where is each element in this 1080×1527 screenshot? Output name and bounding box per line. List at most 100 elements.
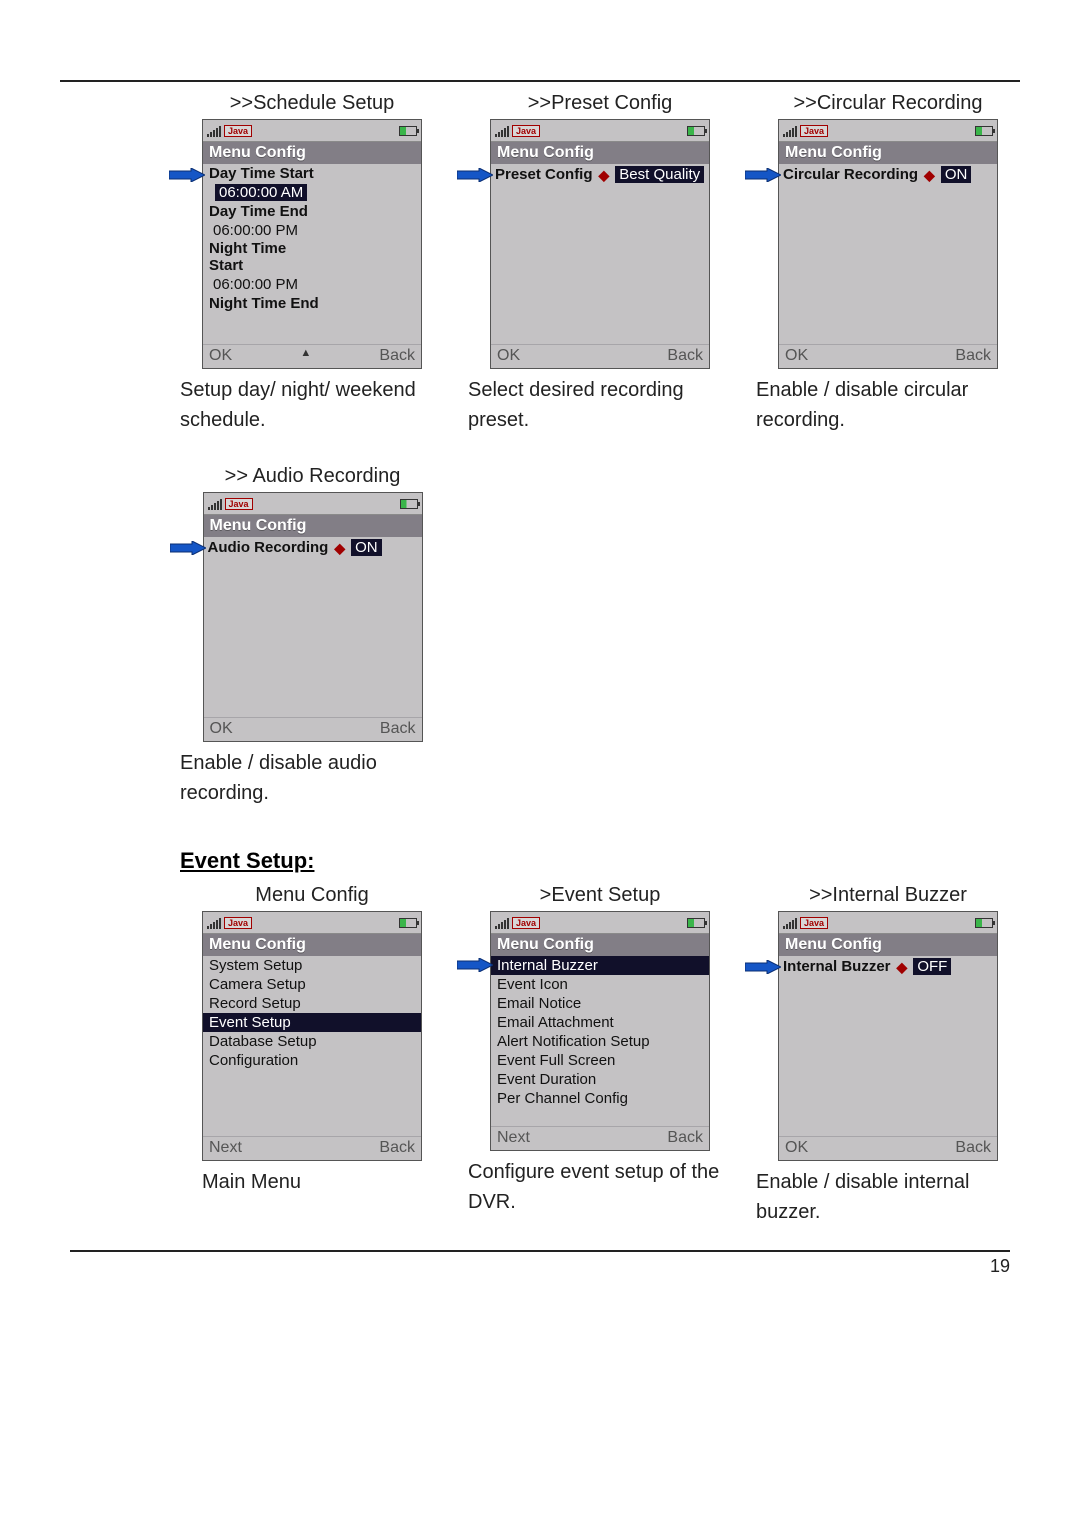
buzzer-content: Internal Buzzer ◆ OFF [779, 956, 997, 1136]
menu-header: Menu Config [491, 934, 709, 956]
circular-key: Circular Recording [783, 166, 918, 183]
softkey-ok[interactable]: OK [210, 720, 233, 738]
phone-main: Java Menu Config System SetupCamera Setu… [202, 911, 422, 1161]
list-item[interactable]: Event Icon [491, 975, 709, 994]
list-item[interactable]: Record Setup [203, 994, 421, 1013]
battery-icon [975, 126, 993, 136]
circular-content: Circular Recording ◆ ON [779, 164, 997, 344]
line-nightstart[interactable]: Night TimeStart [203, 240, 421, 275]
list-item[interactable]: Internal Buzzer [491, 956, 709, 975]
java-badge: Java [512, 917, 540, 929]
circular-val: ON [941, 166, 972, 183]
pointer-arrow-icon [170, 541, 206, 555]
softkey-next[interactable]: Next [209, 1139, 242, 1157]
softkey-ok[interactable]: OK [497, 347, 520, 365]
phone-preset: Java Menu Config Preset Config ◆ Best Qu… [490, 119, 710, 369]
page-number: 19 [70, 1250, 1010, 1277]
list-item[interactable]: System Setup [203, 956, 421, 975]
list-item[interactable]: Per Channel Config [491, 1089, 709, 1108]
menu-header: Menu Config [203, 142, 421, 164]
line-dayend[interactable]: Day Time End [203, 202, 421, 221]
softkey-back[interactable]: Back [379, 347, 415, 365]
battery-icon [400, 499, 418, 509]
statusbar: Java [203, 912, 421, 934]
list-item[interactable]: Alert Notification Setup [491, 1032, 709, 1051]
list-item[interactable]: Event Setup [203, 1013, 421, 1032]
phone-circular: Java Menu Config Circular Recording ◆ ON… [778, 119, 998, 369]
event-content: Internal BuzzerEvent IconEmail NoticeEma… [491, 956, 709, 1126]
signal-icon [208, 498, 222, 510]
line-daystart[interactable]: Day Time Start [203, 164, 421, 183]
signal-icon [783, 917, 797, 929]
phone-event: Java Menu Config Internal BuzzerEvent Ic… [490, 911, 710, 1151]
statusbar: Java [491, 912, 709, 934]
col-main: Menu Config Java Menu Config System Setu… [180, 884, 444, 1227]
softkey-back[interactable]: Back [667, 1129, 703, 1147]
col-preset: >>Preset Config Java Menu Config Preset … [468, 92, 732, 435]
signal-icon [495, 917, 509, 929]
java-badge: Java [224, 917, 252, 929]
softkey-back[interactable]: Back [955, 347, 991, 365]
bullet-icon: ◆ [924, 168, 935, 182]
softkey-ok[interactable]: OK [785, 1139, 808, 1157]
event-section-title: Event Setup: [180, 848, 1020, 874]
title-main: Menu Config [255, 884, 368, 907]
preset-val: Best Quality [615, 166, 704, 183]
softkey-next[interactable]: Next [497, 1129, 530, 1147]
pointer-arrow-icon [457, 958, 493, 972]
audio-row-item[interactable]: Audio Recording ◆ ON [204, 537, 422, 558]
softkeys: OK Back [204, 717, 422, 741]
java-badge: Java [224, 125, 252, 137]
record-row: >>Schedule Setup Java Menu Config Day Ti… [180, 92, 1020, 435]
title-event: >Event Setup [540, 884, 661, 907]
softkey-back[interactable]: Back [955, 1139, 991, 1157]
softkey-back[interactable]: Back [667, 347, 703, 365]
list-item[interactable]: Database Setup [203, 1032, 421, 1051]
title-audio: >> Audio Recording [225, 465, 401, 488]
scroll-indicator-icon: ▲ [300, 347, 311, 365]
statusbar: Java [779, 120, 997, 142]
preset-row[interactable]: Preset Config ◆ Best Quality [491, 164, 709, 185]
softkey-ok[interactable]: OK [209, 347, 232, 365]
line-nightend[interactable]: Night Time End [203, 294, 421, 313]
battery-icon [975, 918, 993, 928]
softkeys: Next Back [491, 1126, 709, 1150]
circular-row[interactable]: Circular Recording ◆ ON [779, 164, 997, 185]
java-badge: Java [225, 498, 253, 510]
caption-main: Main Menu [202, 1167, 301, 1197]
battery-icon [687, 126, 705, 136]
line-dayend-val: 06:00:00 PM [203, 221, 421, 240]
list-item[interactable]: Email Notice [491, 994, 709, 1013]
top-rule [60, 80, 1020, 82]
col-event: >Event Setup Java Menu Config Internal B… [468, 884, 732, 1227]
caption-event: Configure event setup of the DVR. [468, 1157, 732, 1217]
bullet-icon: ◆ [599, 168, 610, 182]
pointer-arrow-icon [745, 168, 781, 182]
preset-content: Preset Config ◆ Best Quality [491, 164, 709, 344]
line-daystart-val[interactable]: 06:00:00 AM [203, 183, 421, 202]
menu-header: Menu Config [779, 934, 997, 956]
signal-icon [495, 125, 509, 137]
softkey-ok[interactable]: OK [785, 347, 808, 365]
softkeys: OK Back [779, 1136, 997, 1160]
list-item[interactable]: Camera Setup [203, 975, 421, 994]
list-item[interactable]: Configuration [203, 1051, 421, 1070]
list-item[interactable]: Event Duration [491, 1070, 709, 1089]
buzzer-key: Internal Buzzer [783, 958, 891, 975]
preset-key: Preset Config [495, 166, 593, 183]
softkeys: OK ▲ Back [203, 344, 421, 368]
softkey-back[interactable]: Back [379, 1139, 415, 1157]
list-item[interactable]: Event Full Screen [491, 1051, 709, 1070]
caption-circular: Enable / disable circular recording. [756, 375, 1020, 435]
battery-icon [687, 918, 705, 928]
softkey-back[interactable]: Back [380, 720, 416, 738]
audio-row: >> Audio Recording Java Menu Config Audi… [180, 465, 1020, 808]
signal-icon [207, 917, 221, 929]
pointer-arrow-icon [745, 960, 781, 974]
pointer-arrow-icon [457, 168, 493, 182]
buzzer-row[interactable]: Internal Buzzer ◆ OFF [779, 956, 997, 977]
list-item[interactable]: Email Attachment [491, 1013, 709, 1032]
softkeys: OK Back [491, 344, 709, 368]
java-badge: Java [800, 917, 828, 929]
battery-icon [399, 126, 417, 136]
